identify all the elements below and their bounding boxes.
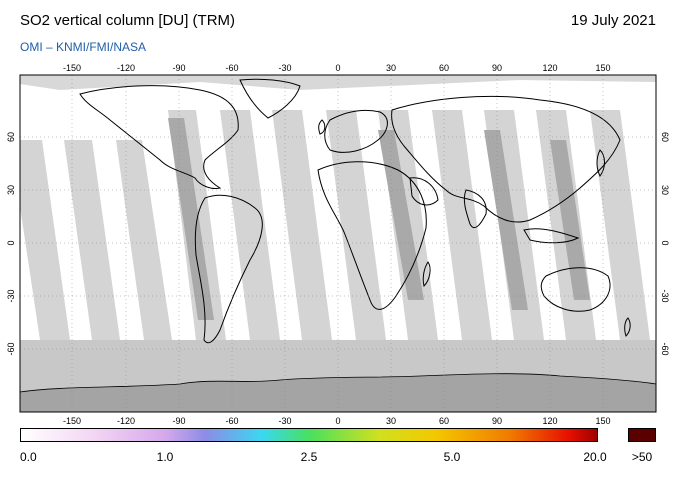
map-date: 19 July 2021 (570, 12, 656, 29)
lon-tick-label: -90 (172, 63, 185, 73)
lon-tick-label: 120 (542, 63, 557, 73)
credit-line: OMI – KNMI/FMI/NASA (20, 40, 147, 54)
lon-tick-label: -150 (63, 416, 81, 426)
australia-coast (540, 267, 611, 312)
arctic-cloud (20, 75, 656, 90)
lon-tick-label: 60 (439, 63, 449, 73)
lat-tick-label: -30 (6, 289, 16, 302)
map-title: SO2 vertical column [DU] (TRM) (20, 12, 236, 29)
japan-coast (596, 149, 605, 177)
europe-coast (324, 109, 388, 153)
coastlines (79, 78, 631, 344)
indonesia-coast (523, 228, 580, 244)
lon-tick-label: 30 (386, 63, 396, 73)
lat-axis-left: 60 30 0 -30 -60 (6, 132, 16, 356)
orbit-swath (590, 110, 650, 340)
lat-tick-label: 60 (6, 132, 16, 142)
lat-tick-label: -60 (6, 342, 16, 355)
lat-axis-right: 60 30 0 -30 -60 (660, 132, 670, 356)
colorbar-label: 2.5 (300, 450, 318, 464)
lon-tick-label: -30 (278, 416, 291, 426)
lat-tick-label: 60 (660, 132, 670, 142)
orbit-swath (326, 110, 386, 340)
lon-tick-label: 0 (335, 63, 340, 73)
lon-tick-label: 120 (542, 416, 557, 426)
lon-tick-label: -120 (117, 416, 135, 426)
colorbar (20, 428, 598, 442)
arabia-coast (409, 177, 439, 206)
asia-coast (391, 95, 621, 223)
colorbar-overflow-swatch (628, 428, 656, 442)
lon-axis-bottom: -150 -120 -90 -60 -30 0 30 60 90 120 150 (63, 416, 611, 426)
orbit-swath (378, 130, 424, 300)
orbit-swath (432, 110, 492, 340)
lon-tick-label: 90 (492, 416, 502, 426)
lon-tick-label: 30 (386, 416, 396, 426)
orbit-swath (272, 110, 332, 340)
graticule (20, 75, 656, 412)
india-coast (463, 189, 487, 229)
lon-tick-label: 60 (439, 416, 449, 426)
lat-tick-label: 0 (660, 240, 670, 245)
orbit-swath (168, 118, 214, 320)
lon-tick-label: -60 (225, 63, 238, 73)
orbit-swath (64, 140, 120, 340)
lon-tick-label: 150 (595, 63, 610, 73)
lon-tick-label: -120 (117, 63, 135, 73)
lat-tick-label: 30 (660, 185, 670, 195)
lon-tick-label: 0 (335, 416, 340, 426)
lon-tick-label: 90 (492, 63, 502, 73)
new-zealand-coast (624, 317, 631, 337)
lat-tick-label: 0 (6, 240, 16, 245)
south-america-coast (194, 194, 263, 344)
colorbar-label: 20.0 (583, 450, 607, 464)
orbit-swath (116, 140, 172, 340)
lon-tick-label: -90 (172, 416, 185, 426)
lon-tick-label: -60 (225, 416, 238, 426)
greenland-coast (239, 78, 301, 119)
lon-tick-label: 150 (595, 416, 610, 426)
north-america-coast (79, 85, 239, 189)
colorbar-label: 0.0 (20, 450, 37, 464)
orbit-swath (550, 140, 590, 300)
uk-coast (318, 119, 326, 135)
madagascar-coast (422, 261, 431, 287)
colorbar-over-label: >50 (631, 450, 653, 464)
map-frame (19, 74, 657, 413)
colorbar-label: 1.0 (156, 450, 174, 464)
map-area (20, 75, 656, 412)
lon-tick-label: -30 (278, 63, 291, 73)
lon-tick-label: -150 (63, 63, 81, 73)
lat-tick-label: 30 (6, 185, 16, 195)
lat-tick-label: -30 (660, 289, 670, 302)
lat-tick-label: -60 (660, 342, 670, 355)
lon-axis-top: -150 -120 -90 -60 -30 0 30 60 90 120 150 (63, 63, 611, 73)
orbit-swath (220, 110, 280, 340)
colorbar-label: 5.0 (443, 450, 461, 464)
swath-layer-dark (168, 118, 590, 320)
